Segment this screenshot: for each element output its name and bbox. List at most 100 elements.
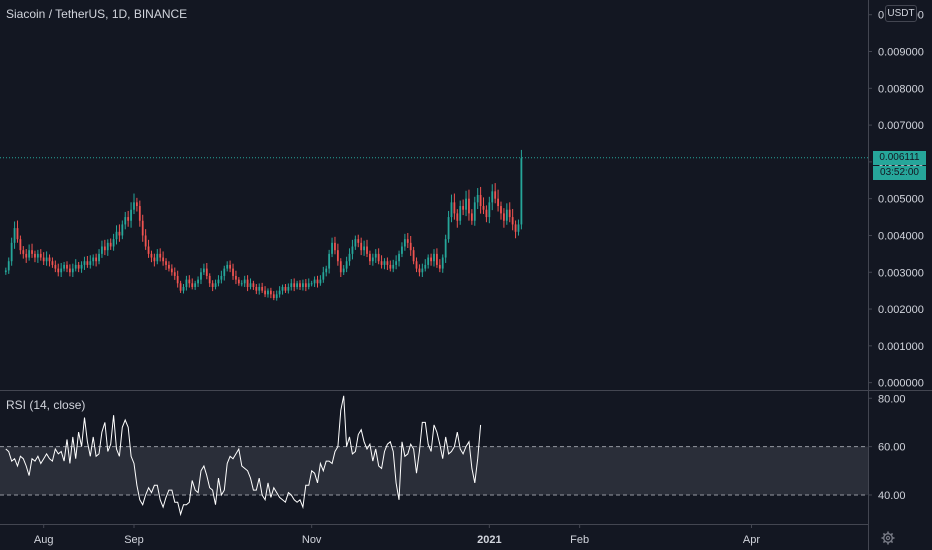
candle-body [176,275,179,284]
gear-icon[interactable] [881,531,895,545]
candle-body [42,257,45,262]
candle-body [159,253,162,258]
candle-body [403,239,406,247]
candle-body [103,246,106,251]
candle-body [133,202,135,210]
candle-body [197,279,199,284]
candle-body [505,209,508,221]
candle-body [121,224,124,236]
candle-body [22,250,25,254]
candle-body [54,264,57,269]
candle-body [31,250,33,254]
candle-body [380,261,383,265]
candle-body [293,283,296,287]
candle-body [281,286,284,291]
candle-body [267,290,269,295]
candle-body [395,261,398,265]
candle-body [115,231,118,240]
candle-body [77,264,80,269]
candle-body [252,283,255,287]
candle-body [25,253,28,258]
currency-unit-button[interactable]: USDT [885,5,917,22]
candle-body [316,279,319,284]
candle-body [249,283,252,287]
candle-body [258,286,261,291]
price-tick-label: 0.000000 [878,378,924,390]
rsi-band [0,446,868,495]
price-tick-label: 0.001000 [878,341,924,353]
candle-body [383,261,386,265]
candle-body [217,279,220,284]
candle-body [71,268,74,273]
candle-body [124,217,127,225]
candle-body [441,257,444,269]
candle-body [36,253,39,258]
candle-body [185,279,188,287]
candle-body [127,217,130,221]
candle-body [465,198,467,210]
candle-body [240,283,243,285]
candle-body [409,242,412,251]
candle-body [188,279,191,284]
candle-body [80,264,83,269]
candle-body [444,239,447,258]
candle-body [130,209,132,221]
rsi-tick-label: 80.00 [878,393,906,405]
candle-body [69,268,71,273]
candle-body [4,270,7,273]
candle-body [421,268,424,273]
price-tick-label: 0.009000 [878,47,924,59]
candle-body [232,268,234,276]
candle-body [500,206,502,214]
time-tick-label: Aug [34,534,54,546]
candle-body [16,228,19,240]
candle-body [7,261,10,271]
candle-body [278,290,281,295]
candle-body [13,228,16,243]
candle-body [86,261,89,265]
candle-body [366,246,368,254]
candle-body [401,246,403,254]
time-tick-label: 2021 [477,534,501,546]
time-tick-label: Apr [743,534,760,546]
candle-body [48,257,51,262]
candle-body [511,217,514,225]
price-tick-label: 0.002000 [878,304,924,316]
candle-body [424,264,427,269]
candle-body [520,158,523,225]
candle-body [243,279,246,284]
rsi-tick-label: 60.00 [878,442,906,454]
candle-body [450,202,453,218]
candle-body [345,261,348,269]
candle-body [456,213,459,221]
candle-body [325,268,328,273]
rsi-layer [5,395,482,517]
candle-body [377,253,380,262]
candle-body [57,268,60,273]
candle-body [235,275,237,280]
candle-body [226,264,229,269]
candle-body [348,253,351,262]
candle-body [473,202,476,221]
candle-body [138,206,141,221]
candle-body [369,253,371,262]
candle-body [141,220,144,236]
candle-body [360,242,363,251]
candle-body [153,257,156,262]
candle-body [363,246,365,251]
candle-body [170,268,173,273]
candle-body [374,253,377,258]
price-tick-label: 0.007000 [878,120,924,132]
candle-body [162,257,165,262]
candle-body [386,261,389,265]
candle-body [482,206,485,210]
candle-body [342,268,345,273]
chart-title: Siacoin / TetherUS, 1D, BINANCE [6,7,187,21]
candle-body [436,253,438,265]
candle-body [485,209,488,218]
candle-body [144,235,147,247]
candle-body [476,195,479,203]
candle-body [208,275,211,284]
candle-body [101,246,103,254]
